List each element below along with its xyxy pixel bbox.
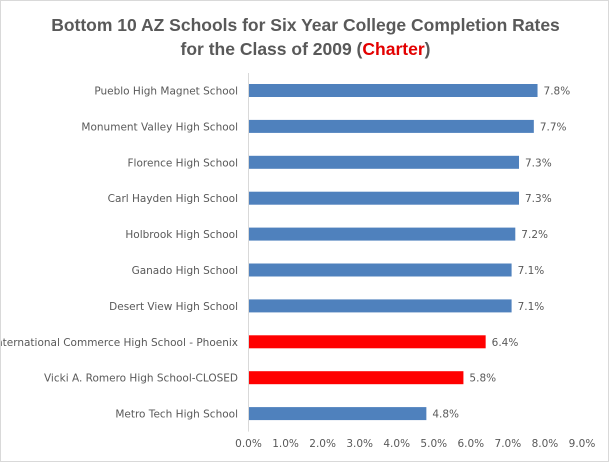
value-label: 6.4% xyxy=(492,337,519,349)
category-label: Desert View High School xyxy=(109,301,238,313)
chart-title-accent: Charter xyxy=(362,39,424,59)
value-labels-group: 7.8% 7.7% 7.3% 7.3% 7.2% 7.1% 7.1% 6.4% 5.8% 4.8% xyxy=(432,86,570,421)
category-label: Vicki A. Romero High School-CLOSED xyxy=(44,373,238,385)
x-axis-ticks-group: 0.0% 1.0% 2.0% 3.0% 4.0% 5.0% 6.0% 7.0% 8.0% 9.0% xyxy=(235,438,595,450)
bar-8 xyxy=(248,335,486,349)
bar-6 xyxy=(248,263,512,277)
category-labels-group: Pueblo High Magnet School Monument Valley… xyxy=(1,86,238,421)
x-tick-label: 3.0% xyxy=(346,438,373,450)
x-tick-label: 7.0% xyxy=(495,438,522,450)
value-label: 4.8% xyxy=(432,409,459,421)
bar-5 xyxy=(248,227,516,241)
chart-title-prefix: for the Class of 2009 ( xyxy=(181,39,363,59)
x-tick-label: 5.0% xyxy=(420,438,447,450)
x-tick-label: 6.0% xyxy=(457,438,484,450)
x-tick-label: 0.0% xyxy=(235,438,262,450)
category-label: Ganado High School xyxy=(132,265,238,277)
category-label: Metro Tech High School xyxy=(115,409,238,421)
x-tick-label: 9.0% xyxy=(569,438,596,450)
category-label: Monument Valley High School xyxy=(81,121,238,133)
value-label: 7.8% xyxy=(544,86,571,98)
category-label: Holbrook High School xyxy=(125,229,238,241)
chart-title-line1: Bottom 10 AZ Schools for Six Year Colleg… xyxy=(51,15,560,35)
chart-title-suffix: ) xyxy=(425,39,431,59)
bar-1 xyxy=(248,84,538,97)
bar-9 xyxy=(248,371,464,385)
x-tick-label: 2.0% xyxy=(309,438,336,450)
chart-title-line2: for the Class of 2009 (Charter) xyxy=(181,39,431,59)
value-label: 7.3% xyxy=(525,157,552,169)
category-label: Pueblo High Magnet School xyxy=(94,86,238,98)
value-label: 7.2% xyxy=(521,229,548,241)
category-label: International Commerce High School - Pho… xyxy=(1,337,238,349)
bar-4 xyxy=(248,191,520,205)
category-label: Florence High School xyxy=(128,157,238,169)
value-label: 7.3% xyxy=(525,193,552,205)
bar-10 xyxy=(248,407,427,421)
value-label: 7.1% xyxy=(518,265,545,277)
bar-7 xyxy=(248,299,512,313)
bar-3 xyxy=(248,155,520,169)
x-tick-label: 4.0% xyxy=(383,438,410,450)
value-label: 5.8% xyxy=(469,373,496,385)
value-label: 7.7% xyxy=(540,121,567,133)
x-tick-label: 1.0% xyxy=(272,438,299,450)
x-tick-label: 8.0% xyxy=(532,438,559,450)
bar-2 xyxy=(248,119,534,133)
value-label: 7.1% xyxy=(518,301,545,313)
bars-group xyxy=(248,84,538,421)
category-label: Carl Hayden High School xyxy=(108,193,238,205)
